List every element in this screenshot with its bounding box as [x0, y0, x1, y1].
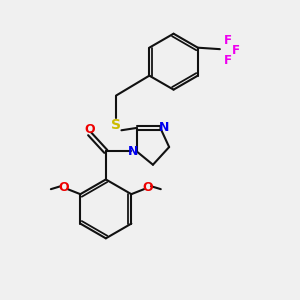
- Text: N: N: [128, 145, 138, 158]
- Text: S: S: [111, 118, 121, 132]
- Text: F: F: [224, 34, 232, 47]
- Text: F: F: [224, 54, 232, 67]
- Text: O: O: [84, 123, 95, 136]
- Text: F: F: [232, 44, 240, 57]
- Text: O: O: [59, 181, 70, 194]
- Text: N: N: [159, 122, 169, 134]
- Text: O: O: [142, 181, 153, 194]
